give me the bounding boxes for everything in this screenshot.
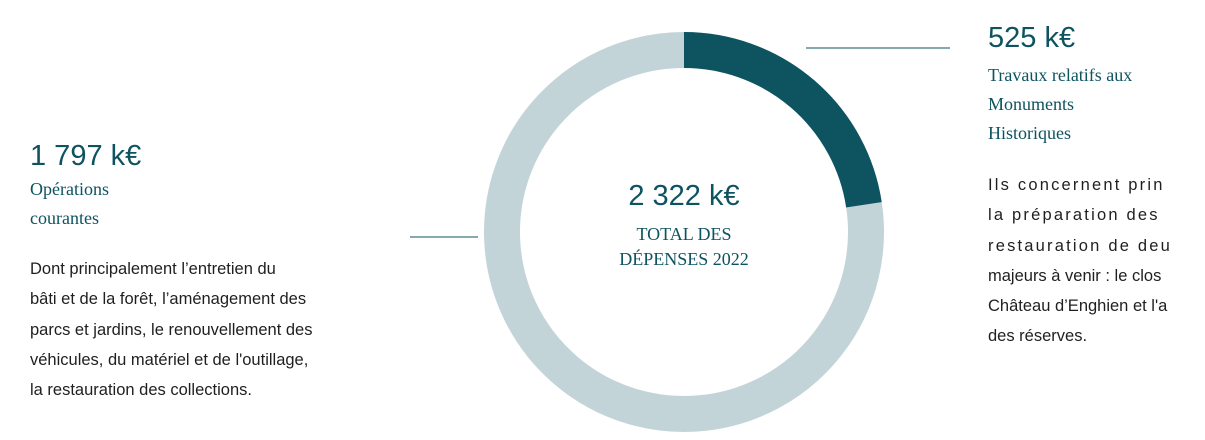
description-line: des réserves. (988, 327, 1088, 346)
value-label: 525 k€ (988, 22, 1076, 54)
description-line: bâti et de la forêt, l’aménagement des (30, 290, 307, 309)
value-label: 1 797 k€ (30, 140, 142, 172)
description-line: Ils concernent prin (988, 176, 1165, 194)
category-label: Travaux relatifs aux Monuments Historiqu… (988, 65, 1133, 143)
description-line: restauration de deu (988, 236, 1172, 255)
description-line: véhicules, du matériel et de l'outillage… (30, 350, 309, 369)
donut-segment (484, 32, 884, 432)
description-line: majeurs à venir : le clos (988, 266, 1162, 285)
description-line: la préparation des (988, 206, 1160, 225)
description: Ils concernent prin la préparation des res… (988, 170, 1205, 352)
description-line: la restauration des collections. (30, 381, 252, 400)
description-line: Dont principalement l’entretien du (30, 260, 276, 278)
description: Dont principalement l’entretien du bâti e… (30, 254, 390, 405)
description-line: parcs et jardins, le renouvellement des (30, 320, 313, 339)
total-value: 2 322 k€ (628, 180, 740, 212)
donut-segment (683, 32, 882, 208)
total-title: TOTAL DES DÉPENSES 2022 (619, 224, 749, 269)
description-line: Château d’Enghien et l'a (988, 297, 1168, 316)
category-label: Opérations courantes (30, 179, 109, 228)
